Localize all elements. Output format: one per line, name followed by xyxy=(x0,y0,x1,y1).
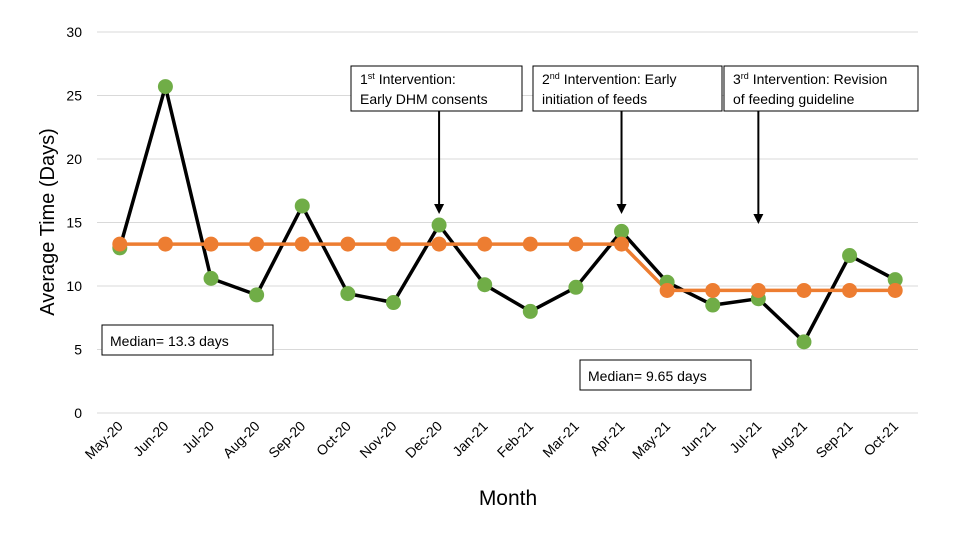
series-2-point xyxy=(705,282,721,298)
series-2-point xyxy=(477,236,493,252)
series-1-point xyxy=(431,217,447,233)
x-tick-label: Oct-21 xyxy=(860,418,901,459)
annotations: 1st Intervention: Early DHM consents 2nd I… xyxy=(101,65,919,391)
series-2-point xyxy=(431,236,447,252)
x-tick-label: Sep-21 xyxy=(812,418,855,461)
series-2-point xyxy=(659,282,675,298)
series-1-line xyxy=(118,84,897,344)
series-2-point xyxy=(203,236,219,252)
series-1-point xyxy=(477,277,493,293)
x-tick-label: Jun-20 xyxy=(130,418,172,460)
median-box xyxy=(101,324,274,356)
x-tick-label: Jul-20 xyxy=(179,418,217,456)
x-tick-label: Oct-20 xyxy=(313,418,354,459)
x-tick-label: Sep-20 xyxy=(265,418,308,461)
x-tick-label: Nov-20 xyxy=(356,418,399,461)
annotation-line-1: 1st Intervention: xyxy=(360,71,456,87)
series-2-point xyxy=(568,236,584,252)
annotation-box xyxy=(350,65,523,112)
y-tick-labels: 0 5 10 15 20 25 30 xyxy=(66,24,82,421)
series-2-point xyxy=(750,282,766,298)
y-tick-label: 0 xyxy=(74,405,82,421)
arrow-head xyxy=(616,204,627,214)
x-axis-title: Month xyxy=(479,487,537,510)
series-1-point xyxy=(203,270,219,286)
x-tick-label: Jun-21 xyxy=(677,418,719,460)
series-2-point xyxy=(385,236,401,252)
series-group xyxy=(112,79,903,350)
annotation-line-1: 3rd Intervention: Revision xyxy=(733,71,887,87)
arrow-head xyxy=(434,204,445,214)
series-2-point xyxy=(522,236,538,252)
x-tick-label: Apr-21 xyxy=(587,418,628,459)
y-tick-label: 15 xyxy=(66,215,82,231)
series-2-point xyxy=(887,282,903,298)
series-1-point xyxy=(887,272,903,288)
series-2-point xyxy=(294,236,310,252)
median-box xyxy=(579,359,752,391)
x-tick-labels: May-20 Jun-20 Jul-20 Aug-20 Sep-20 Oct-20 Nov-… xyxy=(82,418,902,462)
annotation-line-1: 2nd Intervention: Early xyxy=(542,71,677,87)
series-2-point xyxy=(249,236,265,252)
annotation-line-2: initiation of feeds xyxy=(542,91,647,107)
series-2-point xyxy=(340,236,356,252)
series-1-point xyxy=(842,248,858,264)
series-1-point xyxy=(249,287,265,303)
series-1-point xyxy=(157,79,173,95)
series-2-line xyxy=(119,242,896,293)
y-tick-label: 5 xyxy=(74,342,82,358)
x-tick-label: Aug-21 xyxy=(767,418,810,461)
y-tick-label: 25 xyxy=(66,88,82,104)
series-2-point xyxy=(157,236,173,252)
x-tick-label: Feb-21 xyxy=(494,418,537,461)
annotation-box xyxy=(532,65,723,112)
arrow-head xyxy=(753,214,764,224)
y-axis-title: Average Time (Days) xyxy=(37,128,59,315)
x-tick-label: Dec-20 xyxy=(402,418,445,461)
x-tick-label: Jan-21 xyxy=(449,418,491,460)
series-1-point xyxy=(796,334,812,350)
median-label: Median= 9.65 days xyxy=(588,368,707,384)
x-tick-label: Aug-20 xyxy=(220,418,263,461)
series-2-point xyxy=(842,282,858,298)
y-tick-label: 30 xyxy=(66,24,82,40)
y-tick-label: 10 xyxy=(66,278,82,294)
y-tick-label: 20 xyxy=(66,151,82,167)
annotation-line-2: Early DHM consents xyxy=(360,91,488,107)
series-2-point xyxy=(112,236,128,252)
series-1-point xyxy=(522,303,538,319)
x-tick-label: Mar-21 xyxy=(539,418,582,461)
series-2-point xyxy=(796,282,812,298)
series-1-point xyxy=(614,223,630,239)
x-tick-label: Jul-21 xyxy=(726,418,764,456)
median-label: Median= 13.3 days xyxy=(110,333,229,349)
series-1-point xyxy=(340,286,356,302)
x-tick-label: May-21 xyxy=(629,418,673,462)
series-1-point xyxy=(294,198,310,214)
series-1-point xyxy=(705,297,721,313)
annotation-line-2: of feeding guideline xyxy=(733,91,855,107)
annotation-box xyxy=(723,65,919,112)
series-2-point xyxy=(614,236,630,252)
series-1-point xyxy=(385,295,401,311)
series-1-point xyxy=(568,279,584,295)
x-tick-label: May-20 xyxy=(82,418,126,462)
